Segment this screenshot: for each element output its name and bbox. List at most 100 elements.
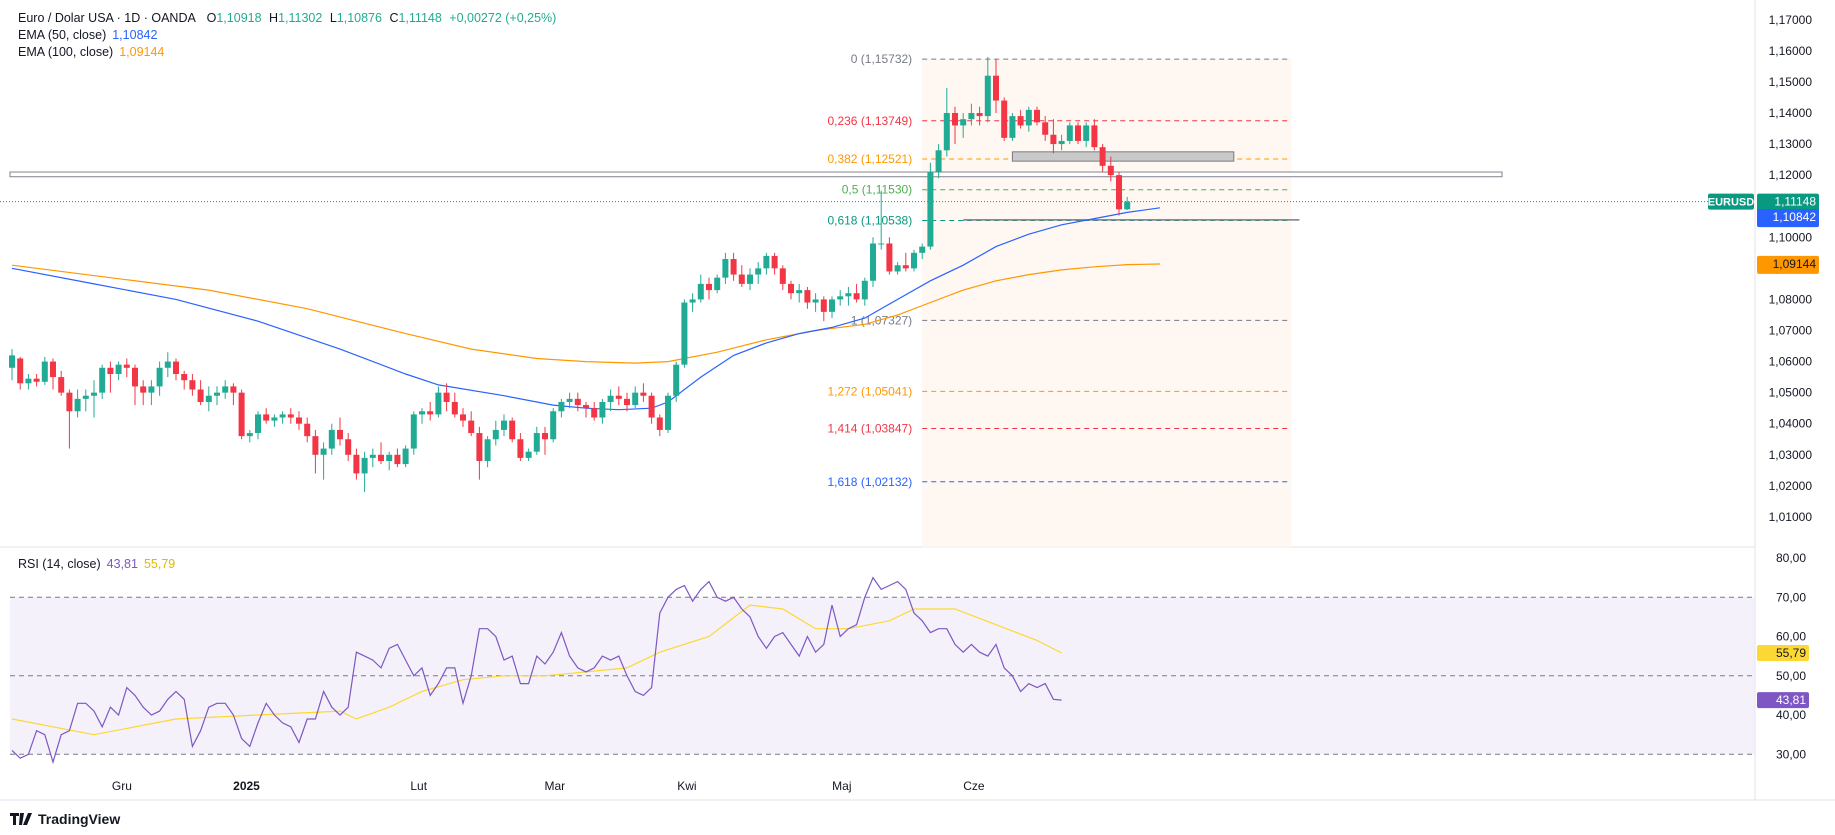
candle-body[interactable] <box>9 355 15 368</box>
candle-body[interactable] <box>312 436 319 455</box>
candle-body[interactable] <box>878 243 885 245</box>
candle-body[interactable] <box>468 420 475 434</box>
candle-body[interactable] <box>738 274 745 284</box>
candle-body[interactable] <box>435 392 442 415</box>
candle-body[interactable] <box>148 386 155 393</box>
candle-body[interactable] <box>665 395 671 430</box>
candle-body[interactable] <box>91 392 97 396</box>
candle-body[interactable] <box>763 255 770 269</box>
candle-body[interactable] <box>1066 125 1073 141</box>
candle-body[interactable] <box>870 243 876 281</box>
candle-body[interactable] <box>328 429 335 449</box>
candle-body[interactable] <box>123 364 130 368</box>
candle-body[interactable] <box>804 290 811 303</box>
candle-body[interactable] <box>574 398 581 406</box>
candle-body[interactable] <box>205 395 212 402</box>
supply-zone-box[interactable] <box>1011 151 1235 162</box>
candle-body[interactable] <box>525 451 532 458</box>
candle-body[interactable] <box>697 283 704 300</box>
candle-body[interactable] <box>722 259 729 278</box>
candle-body[interactable] <box>542 433 548 440</box>
candle-body[interactable] <box>829 299 835 312</box>
candle-body[interactable] <box>197 389 204 402</box>
candle-body[interactable] <box>58 377 65 393</box>
candle-body[interactable] <box>320 448 327 455</box>
candle-body[interactable] <box>730 259 737 275</box>
candle-body[interactable] <box>591 408 598 418</box>
candle-body[interactable] <box>1025 109 1032 126</box>
candle-body[interactable] <box>894 265 901 272</box>
candle-body[interactable] <box>460 414 466 421</box>
candle-body[interactable] <box>140 386 147 393</box>
candle-body[interactable] <box>17 358 24 384</box>
candle-body[interactable] <box>1083 125 1090 141</box>
candle-body[interactable] <box>952 112 958 126</box>
candle-body[interactable] <box>911 252 917 269</box>
candle-body[interactable] <box>361 457 368 474</box>
candle-body[interactable] <box>304 423 311 437</box>
candle-body[interactable] <box>624 398 630 406</box>
candle-body[interactable] <box>1034 109 1040 123</box>
candle-body[interactable] <box>451 401 458 415</box>
rsi-ma-line[interactable] <box>11 604 1062 736</box>
candle-body[interactable] <box>214 392 220 396</box>
candle-body[interactable] <box>1107 165 1114 176</box>
candle-body[interactable] <box>1001 100 1008 138</box>
candle-body[interactable] <box>156 367 163 387</box>
candle-body[interactable] <box>337 429 343 440</box>
candle-body[interactable] <box>419 411 425 415</box>
candle-body[interactable] <box>378 454 384 461</box>
candle-body[interactable] <box>788 283 794 294</box>
candle-body[interactable] <box>796 290 803 294</box>
candle-body[interactable] <box>583 405 589 409</box>
candle-body[interactable] <box>984 75 991 117</box>
candle-body[interactable] <box>271 417 278 421</box>
candle-body[interactable] <box>861 280 868 300</box>
candle-body[interactable] <box>943 112 950 151</box>
ema100-line[interactable] <box>11 263 1161 364</box>
candle-body[interactable] <box>345 439 352 455</box>
candle-body[interactable] <box>501 420 507 430</box>
candle-body[interactable] <box>755 268 762 275</box>
candle-body[interactable] <box>993 75 999 101</box>
ema50-legend[interactable]: EMA (50, close) 1,10842 <box>18 27 157 43</box>
candle-body[interactable] <box>115 364 122 374</box>
candle-body[interactable] <box>1075 125 1081 141</box>
candle-body[interactable] <box>517 439 524 458</box>
candle-body[interactable] <box>255 414 261 434</box>
candle-body[interactable] <box>615 395 622 399</box>
candle-body[interactable] <box>689 299 696 303</box>
candle-body[interactable] <box>902 265 909 269</box>
candle-body[interactable] <box>599 401 606 418</box>
candle-body[interactable] <box>558 401 565 412</box>
candle-body[interactable] <box>181 373 188 381</box>
candle-body[interactable] <box>706 283 712 291</box>
candle-body[interactable] <box>25 378 32 384</box>
candle-body[interactable] <box>74 398 81 412</box>
candle-body[interactable] <box>189 380 196 390</box>
candle-body[interactable] <box>968 112 975 120</box>
candle-body[interactable] <box>886 243 893 272</box>
candle-body[interactable] <box>222 386 229 393</box>
candle-body[interactable] <box>279 414 286 418</box>
candle-body[interactable] <box>66 392 73 412</box>
candle-body[interactable] <box>246 433 253 437</box>
candle-body[interactable] <box>1050 134 1057 145</box>
candle-body[interactable] <box>50 361 56 378</box>
candle-body[interactable] <box>164 361 171 368</box>
rsi-line[interactable] <box>11 576 1062 765</box>
candle-body[interactable] <box>747 274 753 284</box>
candle-body[interactable] <box>1017 116 1024 126</box>
candle-body[interactable] <box>837 296 844 300</box>
candle-body[interactable] <box>845 293 852 297</box>
candle-body[interactable] <box>476 433 483 461</box>
candle-body[interactable] <box>427 411 434 415</box>
candle-body[interactable] <box>656 417 663 430</box>
candle-body[interactable] <box>132 367 138 387</box>
candle-body[interactable] <box>1099 147 1106 166</box>
candle-body[interactable] <box>173 361 179 374</box>
candle-body[interactable] <box>976 112 983 117</box>
candle-body[interactable] <box>960 119 967 126</box>
candle-body[interactable] <box>632 392 639 406</box>
candle-body[interactable] <box>853 293 860 300</box>
